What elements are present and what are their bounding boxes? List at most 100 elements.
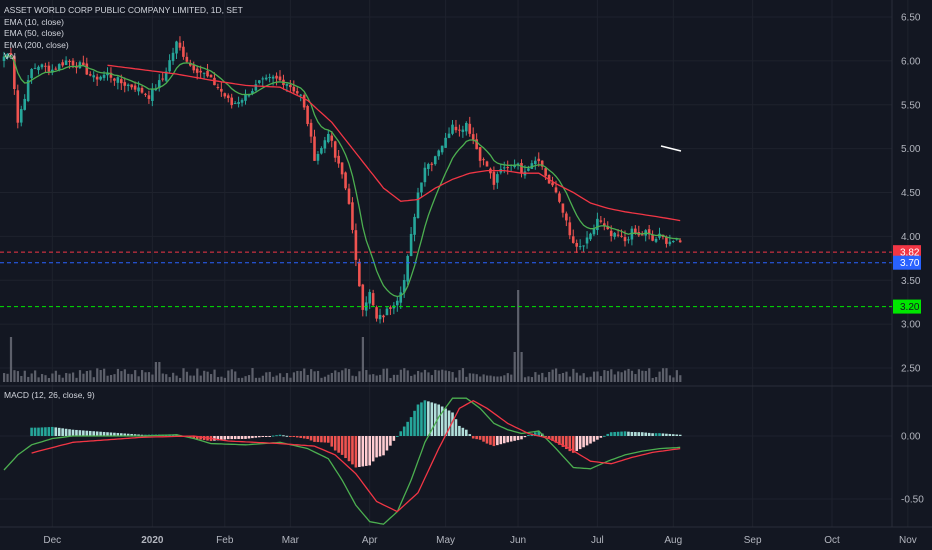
- volume-bar: [213, 369, 216, 382]
- volume-bar: [220, 376, 223, 382]
- volume-bar: [299, 371, 302, 382]
- candle-body: [64, 60, 68, 66]
- candle-body: [575, 242, 578, 247]
- volume-bar: [475, 374, 478, 382]
- volume-legend[interactable]: Vol: [4, 51, 16, 61]
- volume-bar: [575, 372, 578, 382]
- volume-bar: [165, 374, 168, 382]
- volume-bar: [492, 376, 496, 382]
- macd-histogram-bar: [427, 401, 430, 436]
- candle-body: [389, 307, 392, 309]
- volume-bar: [589, 376, 592, 382]
- ema200-legend[interactable]: EMA (200, close): [4, 39, 69, 50]
- volume-bar: [103, 368, 106, 382]
- price-tick-label: 5.00: [901, 144, 921, 155]
- candle-body: [634, 228, 637, 234]
- candle-body: [433, 156, 437, 165]
- macd-histogram-bar: [137, 434, 140, 436]
- candle-body: [230, 97, 233, 106]
- macd-histogram-bar: [240, 436, 244, 439]
- candle-body: [289, 84, 292, 88]
- time-tick-label: Apr: [362, 535, 378, 546]
- price-tick-label: 3.00: [901, 320, 921, 331]
- candle-body: [251, 91, 254, 94]
- volume-bar: [651, 377, 654, 382]
- candle-body: [206, 70, 209, 77]
- volume-bar: [244, 376, 247, 382]
- macd-legend[interactable]: MACD (12, 26, close, 9): [4, 390, 95, 400]
- macd-histogram-bar: [406, 421, 409, 436]
- volume-bar: [185, 371, 189, 382]
- macd-histogram-bar: [85, 430, 89, 436]
- candle-body: [16, 90, 20, 123]
- volume-bar: [251, 368, 254, 382]
- volume-bar: [316, 370, 320, 382]
- price-tick-label: 6.50: [901, 13, 921, 24]
- macd-histogram-bar: [640, 432, 644, 436]
- volume-bar: [354, 376, 358, 382]
- macd-histogram-bar: [382, 436, 385, 456]
- candle-body: [647, 229, 651, 235]
- macd-histogram-bar: [292, 436, 296, 437]
- macd-histogram-bar: [534, 432, 537, 436]
- volume-bar: [423, 369, 427, 382]
- volume-bar: [161, 373, 164, 382]
- volume-bar: [154, 362, 157, 382]
- volume-bar: [596, 371, 599, 382]
- macd-histogram-bar: [565, 436, 568, 450]
- volume-bar: [109, 374, 113, 382]
- volume-bar: [3, 373, 6, 382]
- volume-bar: [527, 376, 530, 382]
- volume-bar: [313, 371, 316, 382]
- macd-histogram-bar: [678, 434, 682, 436]
- candle-body: [109, 72, 113, 78]
- macd-histogram-bar: [44, 427, 47, 436]
- volume-bar: [175, 375, 178, 382]
- volume-bar: [382, 368, 385, 382]
- time-tick-label: Mar: [282, 535, 300, 546]
- volume-bar: [372, 374, 375, 382]
- macd-histogram-bar: [675, 434, 679, 436]
- candle-body: [571, 236, 575, 243]
- macd-histogram-bar: [195, 436, 199, 440]
- candle-body: [102, 74, 106, 78]
- macd-histogram-bar: [554, 436, 558, 443]
- candle-body: [396, 300, 399, 306]
- volume-bar: [282, 377, 285, 382]
- candle-body: [195, 68, 199, 73]
- macd-histogram-bar: [78, 430, 82, 436]
- candle-body: [54, 68, 58, 70]
- candle-body: [592, 228, 596, 235]
- macd-histogram-bar: [109, 432, 113, 436]
- volume-bar: [613, 374, 616, 382]
- candle-body: [468, 123, 472, 134]
- candle-body: [485, 161, 489, 167]
- macd-histogram-bar: [454, 419, 458, 436]
- candle-body: [313, 136, 316, 161]
- candle-body: [565, 213, 568, 221]
- candle-body: [220, 88, 223, 92]
- macd-histogram-bar: [527, 434, 530, 436]
- candle-body: [551, 182, 554, 186]
- volume-bar: [306, 374, 309, 382]
- candle-body: [502, 167, 506, 169]
- candle-body: [85, 63, 89, 75]
- candle-body: [451, 124, 454, 134]
- volume-bar: [34, 370, 37, 382]
- volume-bar: [337, 372, 340, 382]
- macd-histogram-bar: [51, 426, 54, 436]
- candle-body: [75, 66, 78, 68]
- ema50-legend[interactable]: EMA (50, close): [4, 28, 64, 38]
- volume-bar: [247, 375, 251, 382]
- candle-body: [665, 236, 668, 244]
- macd-histogram-bar: [333, 436, 337, 451]
- macd-histogram-bar: [40, 427, 44, 436]
- macd-histogram-bar: [327, 436, 330, 443]
- candle-body: [151, 88, 154, 101]
- volume-bar: [379, 374, 382, 382]
- ema10-legend[interactable]: EMA (10, close): [4, 16, 64, 27]
- volume-bar: [237, 377, 240, 382]
- volume-bar: [434, 369, 437, 382]
- macd-histogram-bar: [116, 432, 120, 436]
